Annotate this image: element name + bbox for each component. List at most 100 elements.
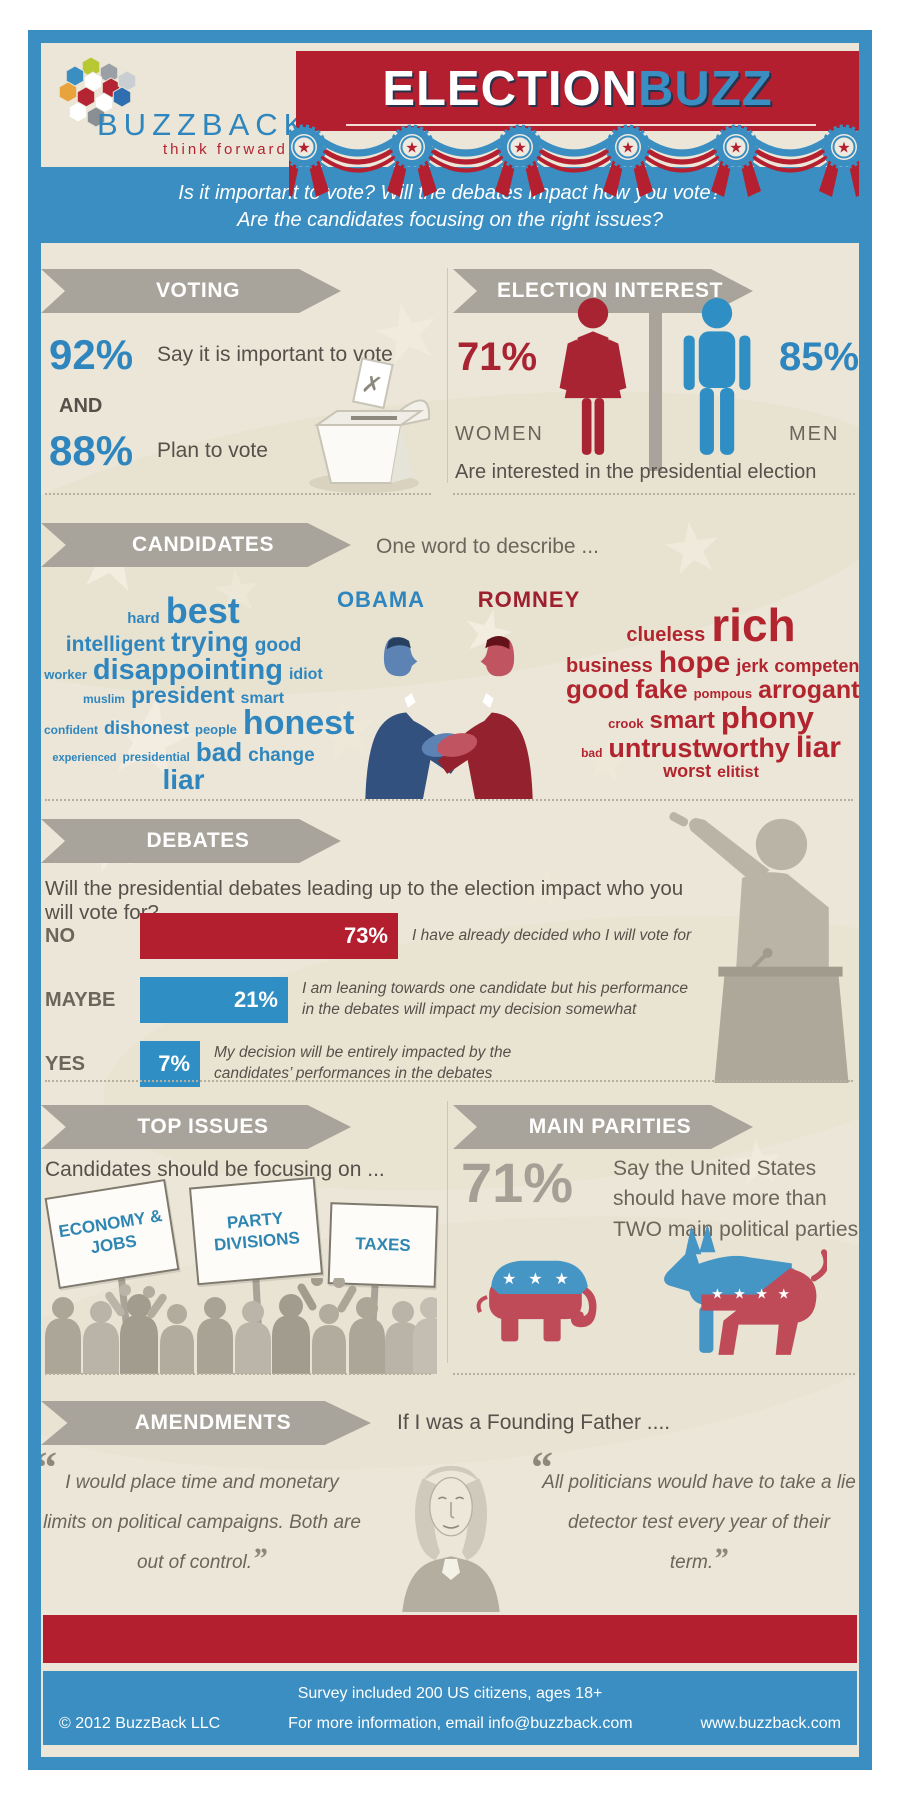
issue-sign-label: ECONOMY & JOBS [57,1205,164,1258]
issue-sign-label: TAXES [354,1234,412,1256]
debates-section: DEBATES Will the presidential debates le… [41,805,859,1087]
debate-bar-row-maybe: MAYBE 21% I am leaning towards one candi… [45,977,859,1023]
main-parities-value: 71% [461,1151,574,1214]
header: BUZZBACK think forward ELECTIONBUZZ Is i… [41,43,859,253]
top-issues-section-header: TOP ISSUES [41,1105,351,1149]
main-parities-section: MAIN PARITIES 71% Say the United States … [453,1088,859,1375]
cloud-word: pompous [693,686,753,702]
logo-brand: BUZZBACK [97,107,311,142]
women-label: WOMEN [455,423,544,445]
candidates-prompt: One word to describe ... [376,535,599,558]
intro-line2: Are the candidates focusing on the right… [237,209,663,231]
close-quote-icon: ” [713,1541,729,1575]
issue-sign-label: PARTY DIVISIONS [213,1208,301,1255]
issue-sign-taxes: TAXES [327,1202,439,1288]
election-interest-section-header: ELECTION INTEREST [453,269,753,313]
cloud-word: experienced [52,752,117,765]
cloud-word: hard [127,610,160,627]
donkey-star-icon: ★ [755,1286,768,1302]
voting-stat2-label: Plan to vote [157,439,268,462]
amendments-prompt: If I was a Founding Father .... [397,1411,671,1434]
cloud-word: phony [720,699,814,735]
voting-stat1-label: Say it is important to vote [157,343,393,366]
debate-bar-value: 73% [343,923,388,948]
crowd-silhouette [45,1278,437,1374]
main-parities-section-header: MAIN PARITIES [453,1105,753,1149]
democrat-donkey-icon: ★ ★ ★ ★ [664,1224,827,1355]
amendments-section-header: AMENDMENTS [41,1401,371,1445]
page-title-buzz: BUZZ [638,62,773,116]
title-banner: ELECTIONBUZZ [296,51,859,131]
amendment-quote-right-text: All politicians would have to take a lie… [542,1472,856,1573]
cloud-word: hope [658,646,731,680]
debate-row-description: I am leaning towards one candidate but h… [302,980,689,1018]
donkey-star-icon: ★ [777,1286,790,1302]
issue-sign-economy-jobs: ECONOMY & JOBS [44,1179,180,1289]
debate-row-label: MAYBE [45,988,116,1011]
founding-father-illustration [402,1465,500,1612]
amendment-quote-right: All politicians would have to take a lie… [539,1463,859,1583]
footer-red-bar [43,1615,857,1663]
debate-row-description: My decision will be entirely impacted by… [214,1044,512,1082]
cloud-word: president [130,682,235,709]
candidates-section-header: CANDIDATES [41,523,351,567]
bunting-garland: ★ [289,105,859,220]
cloud-word: liar [162,763,205,795]
cloud-word: honest [242,703,355,742]
cloud-word: trying [170,626,249,658]
cloud-word: competent [774,656,866,677]
cloud-word: smart [240,690,285,708]
debates-section-header: DEBATES [41,819,341,863]
cloud-word: rich [711,599,796,651]
open-quote-icon: “ [35,1443,57,1492]
election-interest-section: ELECTION INTEREST 71% WOMEN [453,255,859,495]
woman-icon [559,298,627,455]
cloud-word: jerk [736,656,769,677]
amendment-quote-left-text: I would place time and monetary limits o… [43,1472,361,1573]
amendment-quote-left: I would place time and monetary limits o… [41,1463,363,1583]
cloud-word: best [165,590,240,631]
top-issues-section: TOP ISSUES Candidates should be focusing… [41,1088,441,1375]
podium-speaker-icon [669,812,849,1083]
debate-bar-no: 73% [140,913,398,959]
cloud-word: business [566,655,653,678]
cloud-word: arrogant [758,676,860,705]
cloud-word: dishonest [104,717,190,738]
cloud-word: idiot [288,665,323,683]
main-parities-caption: Say the United States should have more t… [613,1157,859,1241]
cloud-word: untrustworthy [608,733,790,764]
elephant-star-icon: ★ [502,1270,516,1288]
footer-copyright: © 2012 BuzzBack LLC [59,1715,221,1732]
cloud-word: smart [649,706,715,734]
debate-bar-row-yes: YES 7% My decision will be entirely impa… [45,1041,859,1087]
debate-bar-maybe: 21% [140,977,288,1023]
cloud-word: people [195,721,237,737]
title-underline [346,124,816,126]
amendments-section: AMENDMENTS If I was a Founding Father ..… [41,1381,859,1613]
gender-divider [649,301,662,471]
cloud-word: muslim [82,692,125,707]
romney-label: ROMNEY [477,587,581,612]
footer-website: www.buzzback.com [700,1715,842,1732]
cloud-word: bad [581,746,603,761]
men-value: 85% [779,335,860,379]
cloud-word: bad [195,737,243,768]
cloud-word: liar [795,731,841,765]
election-interest-caption: Are interested in the presidential elect… [455,461,817,483]
cloud-word: confident [44,722,98,737]
ballot-box-icon: ✗ [309,357,431,493]
republican-elephant-icon: ★ ★ ★ [476,1260,597,1342]
cloud-word: disappointing [92,653,283,686]
cloud-word: worst [663,760,712,781]
debates-question: Will the presidential debates leading up… [45,877,684,924]
buzzback-logo: BUZZBACK think forward [55,55,304,163]
elephant-star-icon: ★ [554,1270,568,1288]
cloud-word: crook [608,715,644,731]
romney-word-cloud: clueless rich business hope jerk competent goo… [563,602,860,781]
donkey-star-icon: ★ [733,1286,746,1302]
debate-row-label: NO [45,924,75,947]
open-quote-icon: “ [531,1443,553,1492]
footer-contact: For more information, email info@buzzbac… [288,1715,633,1732]
footer-survey-note: Survey included 200 US citizens, ages 18… [297,1685,603,1702]
